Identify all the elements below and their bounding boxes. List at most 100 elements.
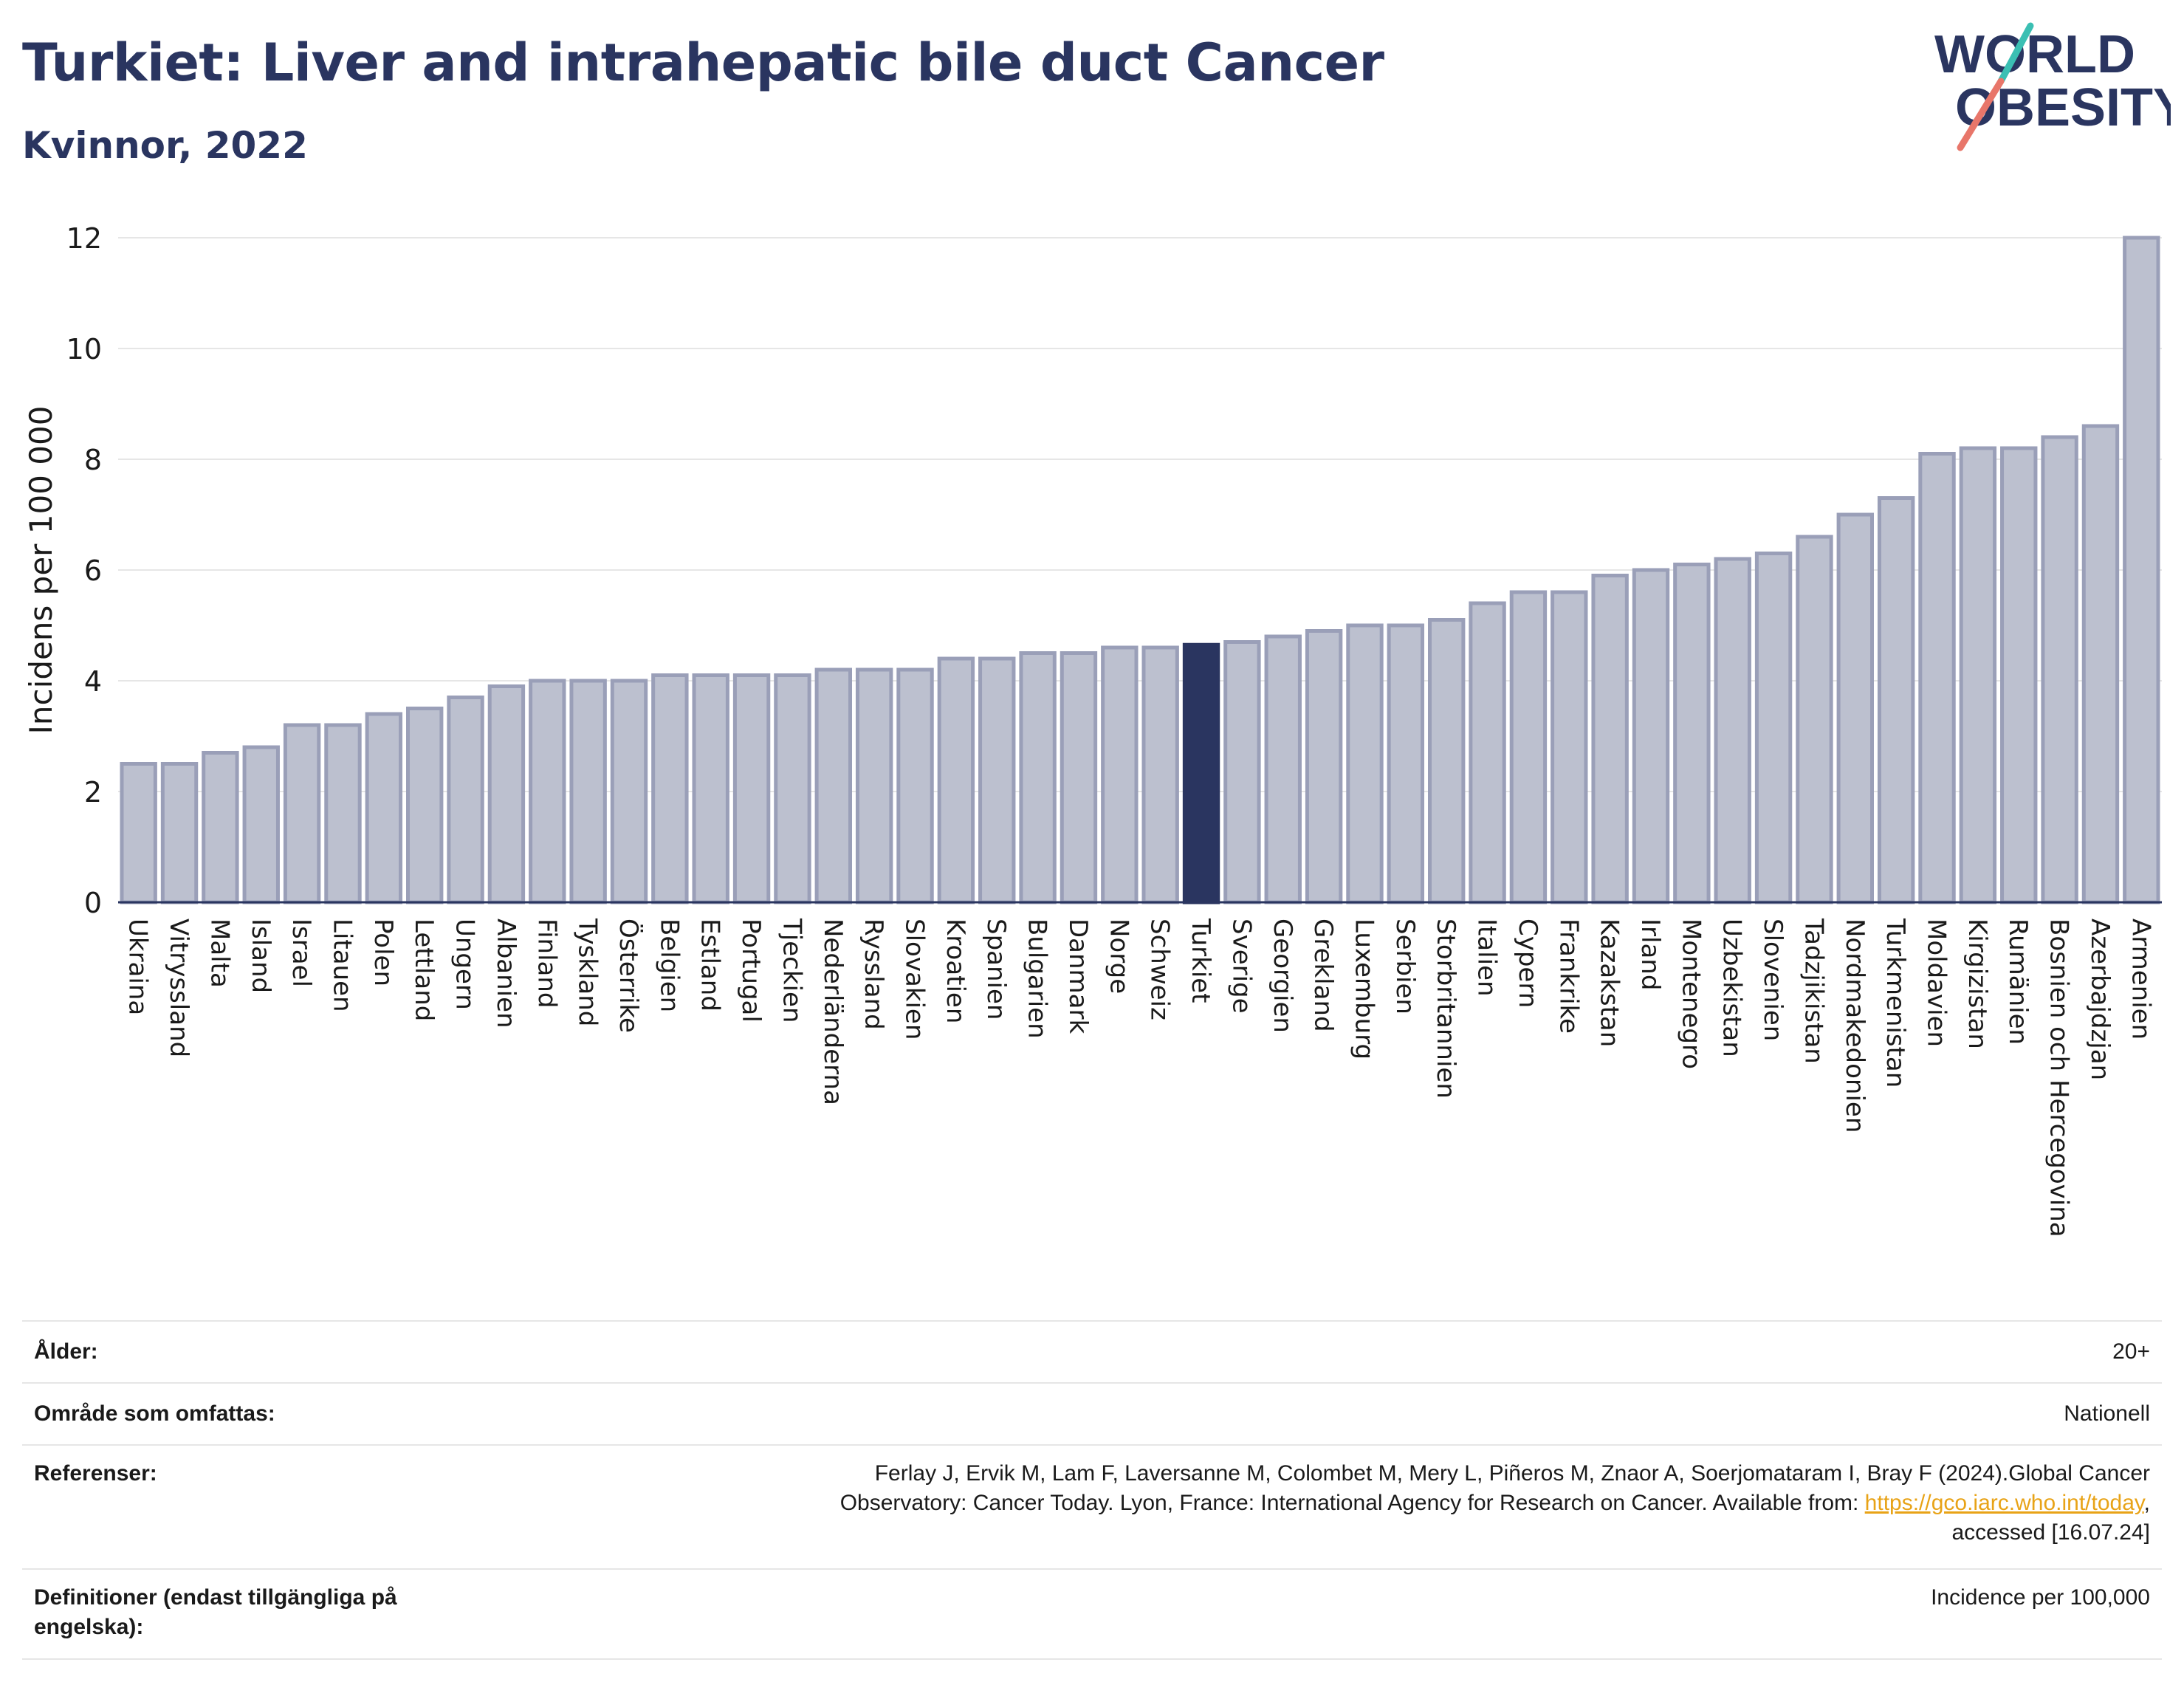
logo-slash-teal	[1997, 22, 2034, 85]
x-tick-label: Frankrike	[1553, 919, 1583, 1034]
bar	[1387, 623, 1425, 904]
bar	[120, 762, 157, 904]
x-tick-label: Azerbajdzjan	[2085, 919, 2115, 1080]
x-tick-label: Nordmakedonien	[1840, 919, 1869, 1133]
bar	[202, 751, 239, 904]
bar	[774, 673, 811, 904]
meta-row-area: Område som omfattas: Nationell	[22, 1382, 2162, 1444]
bar	[1714, 557, 1751, 904]
bar	[1918, 452, 1956, 904]
bar	[1469, 601, 1506, 904]
bar	[1632, 568, 1670, 904]
x-tick-label: Turkiet	[1186, 918, 1215, 1003]
x-tick-label: Cypern	[1513, 919, 1542, 1008]
bar	[814, 667, 852, 904]
bar	[1836, 512, 1874, 904]
x-tick-label: Slovenien	[1758, 919, 1788, 1041]
reference-link[interactable]: https://gco.iarc.who.int/today	[1864, 1491, 2144, 1515]
meta-ref-line1: Ferlay J, Ervik M, Lam F, Laversanne M, …	[874, 1461, 2150, 1486]
bar	[1551, 590, 1588, 904]
bar	[2123, 236, 2160, 904]
bar	[896, 667, 934, 904]
logo-line1: WORLD	[1934, 25, 2135, 84]
bar	[1141, 645, 1179, 904]
bar	[365, 712, 403, 904]
meta-age-label: Ålder:	[34, 1339, 98, 1364]
meta-row-references: Referenser: Ferlay J, Ervik M, Lam F, La…	[22, 1444, 2162, 1568]
x-tick-label: Malta	[205, 919, 234, 988]
page-title: Turkiet: Liver and intrahepatic bile duc…	[22, 32, 1384, 93]
bar	[1101, 645, 1139, 904]
x-tick-label: Island	[246, 919, 275, 993]
bar	[487, 684, 526, 904]
bar	[447, 696, 484, 904]
logo-slash-coral	[1957, 78, 2005, 151]
bar	[732, 673, 771, 904]
x-tick-label: Turkmenistan	[1881, 918, 1910, 1088]
x-tick-label: Ryssland	[859, 919, 888, 1030]
meta-ref-value: Ferlay J, Ervik M, Lam F, Laversanne M, …	[492, 1459, 2162, 1548]
bar	[283, 723, 321, 904]
x-tick-label: Serbien	[1390, 919, 1420, 1014]
meta-row-definitions: Definitioner (endast tillgängliga på eng…	[22, 1568, 2162, 1660]
bar	[1346, 623, 1384, 904]
y-tick-label: 10	[66, 333, 102, 365]
y-tick-label: 6	[84, 555, 102, 587]
x-tick-label: Irland	[1635, 919, 1665, 990]
x-tick-label: Montenegro	[1676, 919, 1706, 1069]
y-tick-label: 12	[66, 222, 102, 255]
x-tick-label: Estland	[696, 919, 725, 1012]
bar	[529, 679, 566, 904]
bar	[1673, 563, 1711, 904]
x-tick-label: Portugal	[736, 919, 766, 1023]
bar	[1754, 552, 1793, 904]
bar	[2081, 424, 2120, 904]
y-axis-label: Incidens per 100 000	[23, 406, 59, 735]
meta-area-label: Område som omfattas:	[34, 1401, 275, 1426]
bar	[242, 745, 280, 904]
x-tick-label: Uzbekistan	[1717, 919, 1747, 1057]
meta-ref-label: Referenser:	[34, 1461, 157, 1486]
bar-chart: 0 2 4 6 8 10 12 Ukraina Vitryssland Malta Island I…	[23, 222, 2162, 1237]
x-tick-label: Bulgarien	[1023, 919, 1052, 1039]
x-tick-label: Tjeckien	[777, 918, 806, 1023]
x-tick-label: Tyskland	[573, 918, 602, 1026]
bar-highlight	[1182, 642, 1220, 904]
bar	[1264, 634, 1302, 904]
y-tick-label: 0	[84, 887, 102, 919]
x-tick-label: Albanien	[491, 919, 521, 1029]
meta-area-value: Nationell	[2064, 1401, 2150, 1426]
x-tick-label: Grekland	[1308, 919, 1338, 1032]
x-tick-label: Kroatien	[941, 919, 970, 1023]
x-tick-label: Storbritannien	[1431, 919, 1460, 1099]
y-tick-label: 4	[84, 665, 102, 698]
x-tick-label: Vitryssland	[164, 919, 193, 1057]
x-tick-label: Italien	[1472, 919, 1502, 997]
x-tick-label: Nederländerna	[818, 919, 848, 1105]
meta-ref-line2-wrap: Observatory: Cancer Today. Lyon, France:…	[492, 1489, 2150, 1518]
x-tick-label: Ungern	[450, 919, 480, 1010]
bar	[569, 679, 607, 904]
bar	[1796, 535, 1833, 904]
x-tick-label: Kazakstan	[1595, 919, 1624, 1047]
x-tick-label: Armenien	[2126, 919, 2155, 1040]
meta-age-value: 20+	[2112, 1339, 2150, 1364]
page-subtitle: Kvinnor, 2022	[22, 124, 308, 167]
bar	[1060, 651, 1098, 904]
x-tick-label: Sverige	[1226, 919, 1256, 1014]
x-tick-label: Kirgizistan	[1962, 919, 1992, 1049]
x-tick-label: Moldavien	[1922, 919, 1951, 1047]
bar	[651, 673, 689, 904]
bar	[2000, 446, 2038, 904]
meta-ref-line3: accessed [16.07.24]	[1951, 1520, 2150, 1545]
bar	[1509, 590, 1548, 904]
bar	[937, 656, 975, 904]
y-axis-ticks: 0 2 4 6 8 10 12	[66, 222, 102, 919]
x-tick-label: Finland	[532, 919, 561, 1009]
x-tick-label: Slovakien	[900, 919, 930, 1040]
bar	[855, 667, 893, 904]
x-tick-label: Bosnien och Hercegovina	[2044, 919, 2074, 1237]
x-tick-label: Österrike	[614, 919, 644, 1033]
bar	[324, 723, 362, 904]
x-tick-label: Lettland	[409, 919, 439, 1021]
